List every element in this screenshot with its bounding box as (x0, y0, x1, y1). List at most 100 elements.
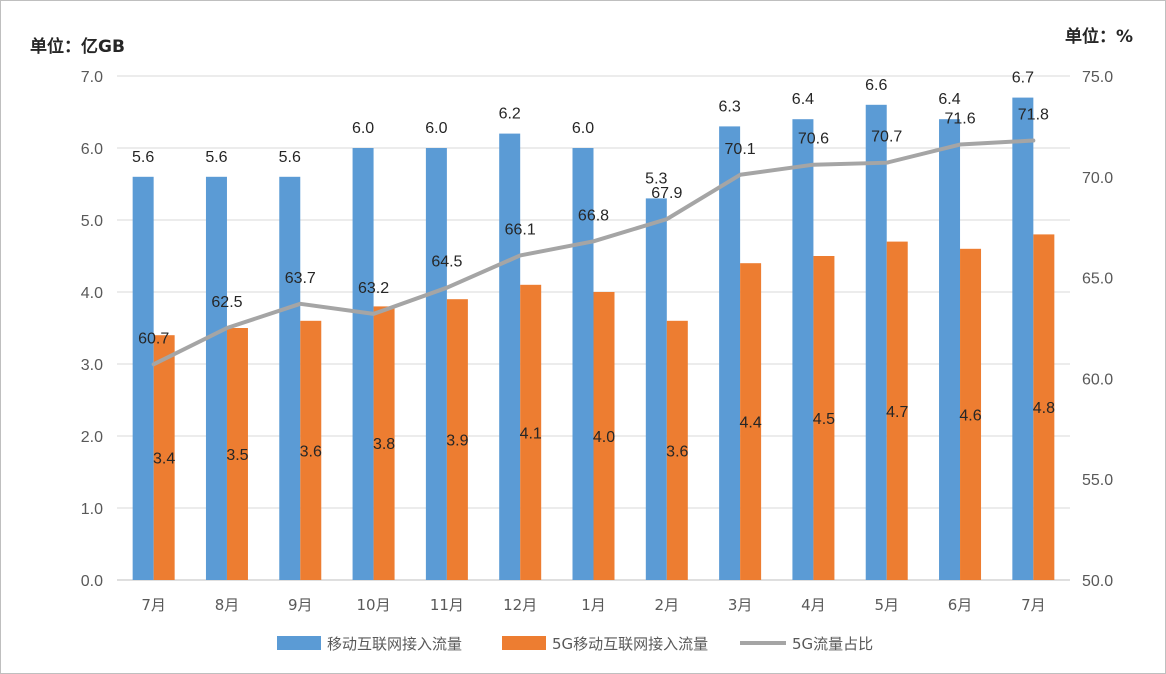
total-traffic-label: 6.4 (792, 91, 814, 108)
5g-share-label: 63.2 (358, 280, 389, 297)
bar-total-traffic (352, 148, 374, 580)
category-label: 12月 (503, 596, 537, 614)
5g-traffic-label: 4.5 (813, 411, 835, 428)
bar-total-traffic (1012, 97, 1034, 580)
5g-traffic-label: 4.6 (959, 407, 981, 424)
total-traffic-label: 6.6 (865, 77, 887, 94)
left-tick-label: 6.0 (81, 141, 103, 158)
bar-5g-traffic (960, 248, 982, 581)
bar-5g-traffic (1033, 234, 1055, 580)
bar-total-traffic (425, 148, 447, 580)
left-tick-label: 7.0 (81, 69, 103, 86)
bar-5g-traffic (813, 256, 835, 580)
right-tick-label: 70.0 (1082, 170, 1113, 187)
5g-share-label: 60.7 (138, 330, 169, 347)
bar-5g-traffic (446, 299, 468, 580)
bar-total-traffic (499, 133, 521, 580)
total-traffic-label: 6.7 (1012, 70, 1034, 87)
bar-total-traffic (132, 176, 154, 581)
bar-5g-traffic (740, 263, 762, 580)
bar-series (132, 97, 1055, 581)
legend: 移动互联网接入流量 5G移动互联网接入流量 5G流量占比 (277, 635, 873, 653)
data-labels: 5.6 3.4 60.7 5.6 3.5 62.5 5.6 3.6 63.7 6.0 3.8 63.2… (132, 70, 1055, 468)
total-traffic-label: 6.2 (499, 106, 521, 123)
bar-5g-traffic (886, 241, 908, 580)
right-tick-label: 65.0 (1082, 271, 1113, 288)
category-label: 7月 (1021, 596, 1046, 614)
category-label: 6月 (948, 596, 973, 614)
category-label: 7月 (141, 596, 166, 614)
5g-traffic-label: 4.8 (1033, 400, 1055, 417)
total-traffic-label: 5.6 (205, 149, 227, 166)
5g-traffic-label: 4.0 (593, 429, 615, 446)
category-label: 9月 (288, 596, 313, 614)
bar-5g-traffic (520, 284, 542, 580)
5g-traffic-label: 4.7 (886, 404, 908, 421)
bar-total-traffic (719, 126, 741, 581)
legend-label: 5G移动互联网接入流量 (552, 635, 708, 653)
left-tick-label: 3.0 (81, 357, 103, 374)
5g-traffic-label: 3.6 (666, 443, 688, 460)
category-label: 3月 (728, 596, 753, 614)
left-tick-label: 4.0 (81, 285, 103, 302)
category-label: 5月 (874, 596, 899, 614)
bar-total-traffic (645, 198, 667, 580)
bar-5g-traffic (666, 320, 688, 580)
bar-5g-traffic (300, 320, 322, 580)
total-traffic-label: 6.0 (425, 120, 447, 137)
total-traffic-label: 5.6 (132, 149, 154, 166)
left-tick-label: 1.0 (81, 501, 103, 518)
left-tick-label: 0.0 (81, 573, 103, 590)
right-tick-label: 60.0 (1082, 371, 1113, 388)
5g-traffic-label: 4.4 (739, 415, 761, 432)
bar-total-traffic (939, 119, 961, 580)
bar-total-traffic (572, 148, 594, 580)
legend-label: 移动互联网接入流量 (327, 635, 462, 653)
total-traffic-label: 6.0 (572, 120, 594, 137)
5g-share-label: 64.5 (431, 254, 462, 271)
right-tick-label: 50.0 (1082, 573, 1113, 590)
5g-share-label: 63.7 (285, 270, 316, 287)
bar-total-traffic (279, 176, 301, 581)
legend-swatch (277, 636, 321, 650)
category-label: 8月 (215, 596, 240, 614)
category-label: 2月 (655, 596, 680, 614)
5g-traffic-label: 3.6 (300, 443, 322, 460)
5g-share-label: 70.6 (798, 131, 829, 148)
right-axis-unit: 单位：% (1065, 26, 1133, 47)
line-series (151, 138, 1036, 367)
bar-5g-traffic (593, 292, 615, 580)
5g-traffic-label: 3.5 (226, 447, 248, 464)
left-tick-label: 5.0 (81, 213, 103, 230)
5g-share-label: 71.8 (1018, 107, 1049, 124)
line-5g-share (151, 138, 1036, 367)
5g-traffic-label: 3.4 (153, 451, 175, 468)
right-tick-label: 55.0 (1082, 472, 1113, 489)
category-label: 4月 (801, 596, 826, 614)
legend-label: 5G流量占比 (792, 635, 873, 653)
category-label: 10月 (357, 596, 391, 614)
category-label: 11月 (430, 596, 464, 614)
category-label: 1月 (581, 596, 606, 614)
bar-total-traffic (205, 176, 227, 581)
total-traffic-label: 6.4 (938, 91, 960, 108)
5g-share-label: 71.6 (944, 111, 975, 128)
total-traffic-label: 5.6 (279, 149, 301, 166)
legend-swatch (502, 636, 546, 650)
5g-share-label: 70.1 (725, 141, 756, 158)
5g-share-label: 67.9 (651, 185, 682, 202)
left-axis-unit: 单位：亿GB (30, 36, 125, 57)
total-traffic-label: 6.3 (718, 98, 740, 115)
total-traffic-label: 5.3 (645, 170, 667, 187)
bar-total-traffic (865, 104, 887, 581)
bar-total-traffic (792, 119, 814, 580)
5g-share-label: 66.1 (505, 221, 536, 238)
total-traffic-label: 6.0 (352, 120, 374, 137)
5g-traffic-label: 3.8 (373, 436, 395, 453)
bar-5g-traffic (153, 335, 175, 580)
axes: 单位：亿GB 单位：% 0.0 1.0 2.0 3.0 4.0 5.0 6.0 7.0 50.0… (30, 26, 1133, 614)
right-tick-label: 75.0 (1082, 69, 1113, 86)
5g-share-label: 66.8 (578, 207, 609, 224)
